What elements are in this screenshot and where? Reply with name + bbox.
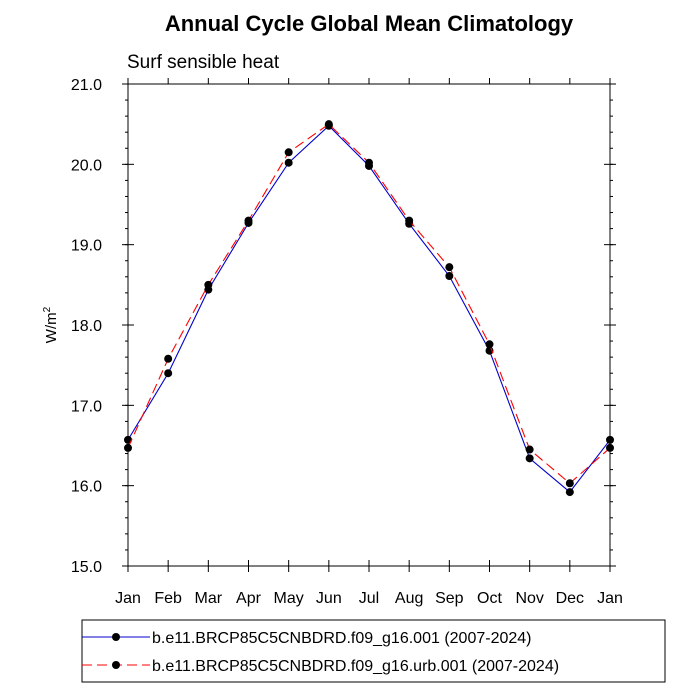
- x-tick-label: Feb: [154, 590, 182, 607]
- series-2-point: [606, 443, 614, 452]
- legend-label-series-1: b.e11.BRCP85C5CNBDRD.f09_g16.001 (2007-2…: [152, 630, 531, 647]
- x-tick-label: Mar: [195, 590, 223, 607]
- x-tick-label: Oct: [477, 590, 502, 607]
- series-1-point: [525, 454, 534, 463]
- y-axis: 15.0 16.0 17.0 18.0 19.0 20.0 21.0: [71, 77, 616, 576]
- chart-subtitle: Surf sensible heat: [127, 52, 280, 73]
- series-1-point: [284, 158, 293, 167]
- x-tick-label: Apr: [236, 590, 262, 607]
- series-2-line: [127, 123, 611, 485]
- y-tick-label: 21.0: [71, 77, 102, 94]
- x-tick-label: Dec: [556, 590, 584, 607]
- x-tick-label: Jan: [115, 590, 141, 607]
- x-tick-label: May: [274, 590, 304, 607]
- x-tick-label: Jan: [597, 590, 623, 607]
- y-axis-label-text: W/m: [43, 312, 60, 343]
- y-tick-label: 20.0: [71, 157, 102, 174]
- legend-label-series-2: b.e11.BRCP85C5CNBDRD.f09_g16.urb.001 (20…: [152, 658, 559, 675]
- y-axis-label-superscript: 2: [42, 306, 53, 312]
- x-tick-label: Aug: [395, 590, 423, 607]
- legend-marker-series-1: [112, 633, 120, 641]
- series-layer: [124, 120, 614, 497]
- series-2-point: [204, 280, 213, 289]
- y-axis-label: W/m2: [42, 306, 60, 343]
- y-tick-label: 19.0: [71, 238, 102, 255]
- svg-text:W/m2: W/m2: [42, 306, 60, 343]
- series-1-point: [124, 435, 132, 444]
- x-tick-label: Jul: [359, 590, 379, 607]
- plot-frame: [127, 83, 611, 567]
- series-1-point: [565, 488, 574, 497]
- series-2-point: [324, 120, 333, 129]
- series-2-point: [284, 148, 293, 157]
- series-2-point: [365, 158, 373, 167]
- y-tick-label: 16.0: [71, 479, 102, 496]
- series-2-point: [445, 263, 454, 272]
- series-2-point: [405, 216, 414, 225]
- x-tick-label: Jun: [316, 590, 342, 607]
- y-tick-label: 18.0: [71, 318, 102, 335]
- series-2-point: [565, 479, 574, 488]
- series-2-point: [164, 354, 173, 363]
- y-tick-label: 15.0: [71, 559, 102, 576]
- series-2-point: [485, 340, 494, 349]
- y-tick-label: 17.0: [71, 398, 102, 415]
- series-1-point: [164, 369, 173, 378]
- series-1-line: [127, 125, 611, 493]
- legend-marker-series-2: [112, 661, 120, 669]
- series-2-point: [525, 445, 534, 454]
- series-1-point: [445, 271, 454, 280]
- x-tick-label: Nov: [515, 590, 543, 607]
- x-axis: Jan Feb Mar Apr May Jun Jul Aug Sep Oct Nov Dec Jan: [115, 78, 623, 607]
- chart-title: Annual Cycle Global Mean Climatology: [165, 11, 574, 36]
- series-2-point: [244, 216, 253, 225]
- x-tick-label: Sep: [435, 590, 464, 607]
- legend-box: [81, 619, 666, 683]
- series-2-point: [124, 443, 132, 452]
- series-1-point: [606, 435, 614, 444]
- legend: b.e11.BRCP85C5CNBDRD.f09_g16.001 (2007-2…: [82, 630, 559, 675]
